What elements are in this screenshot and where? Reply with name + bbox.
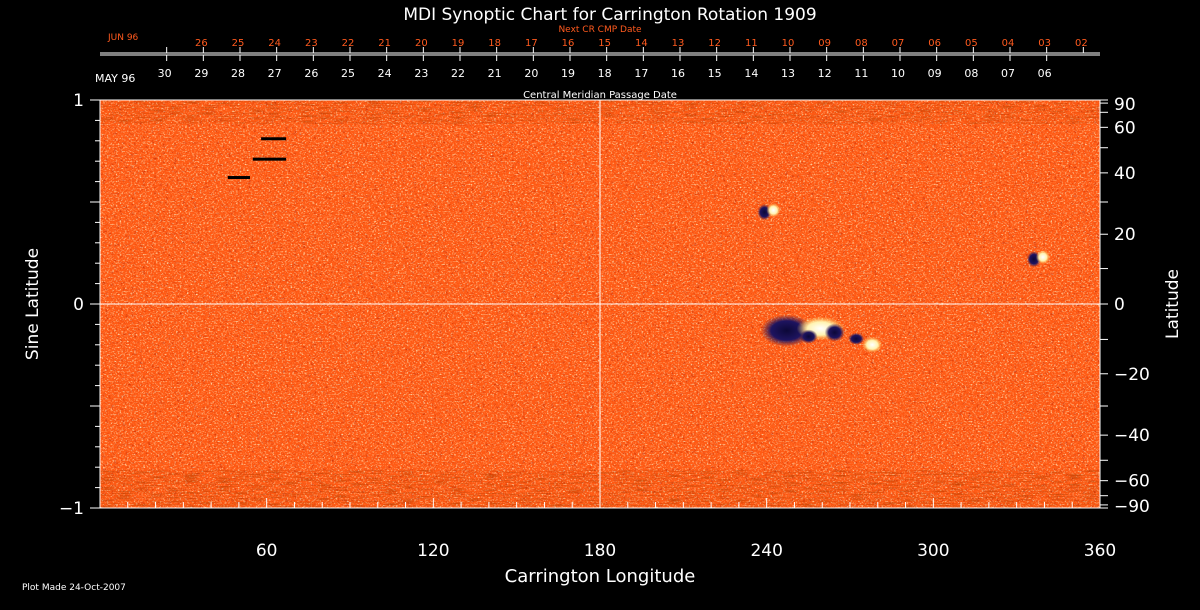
cmp-tick-label: 06 — [1038, 67, 1052, 80]
next-cr-tick-label: 23 — [305, 38, 318, 49]
y-right-tick-label: 20 — [1114, 225, 1136, 245]
next-cr-tick-label: 08 — [855, 38, 868, 49]
cmp-tick-label: 19 — [561, 67, 575, 80]
next-cr-tick-label: 20 — [415, 38, 428, 49]
y-right-tick-label: −60 — [1114, 472, 1150, 492]
cmp-tick-label: 12 — [818, 67, 832, 80]
cmp-tick-label: 25 — [341, 67, 355, 80]
data-gap — [261, 137, 287, 141]
guide-lines — [100, 100, 1100, 508]
next-cr-tick-label: 22 — [342, 38, 355, 49]
x-tick-label: 120 — [417, 541, 449, 561]
next-cr-tick-label: 25 — [232, 38, 245, 49]
cmp-tick-label: 07 — [1001, 67, 1015, 80]
x-tick-label: 360 — [1084, 541, 1116, 561]
x-tick-label: 60 — [256, 541, 278, 561]
y-right-tick-label: 0 — [1114, 295, 1125, 315]
cmp-tick-label: 22 — [451, 67, 465, 80]
next-cr-tick-label: 10 — [782, 38, 795, 49]
next-cr-axis-ticks: 26 25 24 23 22 21 20 19 18 17 16 15 14 13 12 11 10 09 08 07… — [100, 38, 1100, 54]
cmp-tick-label: 10 — [891, 67, 905, 80]
cmp-tick-label: 28 — [231, 67, 245, 80]
cmp-tick-label: 20 — [524, 67, 538, 80]
left-axis: 1 0 −1 — [59, 91, 100, 519]
y-left-tick-label: 0 — [73, 295, 84, 315]
x-tick-label: 180 — [584, 541, 616, 561]
cmp-tick-label: 15 — [708, 67, 722, 80]
y-right-tick-label: −40 — [1114, 426, 1150, 446]
cmp-tick-label: 30 — [158, 67, 172, 80]
cmp-tick-label: 26 — [304, 67, 318, 80]
cmp-tick-label: 24 — [378, 67, 392, 80]
right-axis: 90 60 40 20 0 −20 −40 −60 −90 — [1100, 95, 1150, 517]
next-cr-tick-label: 26 — [195, 38, 208, 49]
next-cr-tick-label: 19 — [452, 38, 465, 49]
next-cr-tick-label: 06 — [928, 38, 941, 49]
magnetic-features — [227, 137, 1050, 353]
positive-polarity-patch — [766, 203, 781, 218]
next-cr-tick-label: 03 — [1038, 38, 1051, 49]
next-cr-tick-label: 07 — [892, 38, 905, 49]
next-cr-tick-label: 14 — [635, 38, 648, 49]
cmp-tick-label: 23 — [414, 67, 428, 80]
next-cr-axis-title: Next CR CMP Date — [558, 25, 642, 35]
cmp-tick-label: 18 — [598, 67, 612, 80]
next-cr-tick-label: 04 — [1002, 38, 1015, 49]
plot-made-footer: Plot Made 24-Oct-2007 — [22, 583, 126, 593]
cmp-tick-label: 16 — [671, 67, 685, 80]
next-cr-tick-label: 24 — [268, 38, 281, 49]
cmp-tick-label: 27 — [268, 67, 282, 80]
negative-polarity-patch — [848, 332, 865, 345]
y-right-tick-label: 60 — [1114, 118, 1136, 138]
x-axis-label: Carrington Longitude — [505, 566, 696, 587]
next-cr-tick-label: 09 — [818, 38, 831, 49]
cmp-tick-label: 21 — [488, 67, 502, 80]
next-cr-tick-label: 17 — [525, 38, 538, 49]
negative-polarity-patch — [799, 329, 818, 344]
y-axis-label-left: Sine Latitude — [23, 248, 43, 360]
next-cr-tick-label: 11 — [745, 38, 758, 49]
y-axis-label-right: Latitude — [1163, 269, 1183, 339]
y-right-tick-label: 90 — [1114, 95, 1136, 115]
cmp-tick-label: 29 — [194, 67, 208, 80]
x-tick-label: 300 — [917, 541, 949, 561]
y-right-tick-label: −90 — [1114, 497, 1150, 517]
negative-polarity-patch — [824, 323, 845, 342]
negative-polarity-patch — [760, 314, 813, 347]
cmp-tick-label: 08 — [964, 67, 978, 80]
next-cr-tick-label: 05 — [965, 38, 978, 49]
y-left-tick-label: 1 — [73, 91, 84, 111]
cmp-axis-ticks: 30 29 28 27 26 25 24 23 22 21 20 19 18 17 16 15 14 13 12 11… — [100, 54, 1100, 80]
cmp-tick-label: 11 — [854, 67, 868, 80]
next-cr-month-label: JUN 96 — [107, 33, 139, 43]
positive-polarity-patch — [862, 336, 883, 353]
cmp-axis-title: Central Meridian Passage Date — [523, 90, 677, 101]
next-cr-tick-label: 15 — [598, 38, 611, 49]
cmp-month-label: MAY 96 — [95, 72, 135, 85]
cmp-tick-label: 17 — [634, 67, 648, 80]
next-cr-tick-label: 13 — [672, 38, 685, 49]
cmp-tick-label: 13 — [781, 67, 795, 80]
data-gap — [227, 176, 250, 180]
y-right-tick-label: −20 — [1114, 365, 1150, 385]
chart-title: MDI Synoptic Chart for Carrington Rotati… — [403, 5, 816, 25]
next-cr-tick-label: 21 — [378, 38, 391, 49]
x-tick-label: 240 — [750, 541, 782, 561]
y-left-tick-label: −1 — [59, 499, 84, 519]
cmp-tick-label: 09 — [928, 67, 942, 80]
next-cr-tick-label: 16 — [562, 38, 575, 49]
bottom-axis: 60 120 180 240 300 360 — [127, 498, 1116, 561]
next-cr-tick-label: 12 — [708, 38, 721, 49]
next-cr-tick-label: 02 — [1075, 38, 1088, 49]
positive-polarity-patch — [1035, 250, 1050, 265]
next-cr-tick-label: 18 — [488, 38, 501, 49]
y-right-tick-label: 40 — [1114, 164, 1136, 184]
data-gap — [252, 157, 287, 161]
cmp-tick-label: 14 — [744, 67, 758, 80]
